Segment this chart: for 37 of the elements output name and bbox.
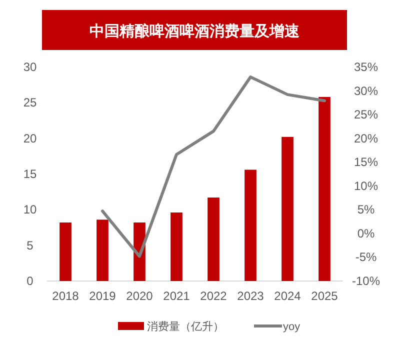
- y-tick-label: 25: [23, 96, 37, 110]
- y-tick-label: 5: [26, 238, 34, 252]
- x-tick-label: 2018: [52, 289, 80, 303]
- y-tick-label: 20: [23, 131, 37, 146]
- y2-tick-label: 0%: [357, 226, 375, 240]
- bar: [244, 170, 256, 281]
- x-tick-label: 2020: [126, 289, 154, 303]
- bar: [60, 222, 72, 281]
- x-tick-label: 2023: [237, 289, 264, 303]
- x-tick-label: 2019: [89, 289, 116, 303]
- chart-title: 中国精酿啤酒啤酒消费量及增速: [90, 23, 300, 40]
- bar: [318, 96, 330, 281]
- y2-tick-label: -10%: [352, 274, 380, 288]
- y-tick-label: 0: [26, 274, 34, 288]
- line-series: [101, 75, 326, 258]
- x-tick-label: 2025: [311, 289, 338, 303]
- y-tick-label: 15: [23, 167, 37, 181]
- y2-tick-label: 5%: [357, 202, 375, 217]
- y2-tick-label: 35%: [354, 60, 378, 74]
- x-tick-label: 2024: [274, 289, 302, 303]
- legend-label: 消费量（亿升）: [147, 320, 224, 333]
- y-tick-label: 10: [23, 202, 37, 217]
- y-tick-label: 30: [23, 60, 37, 74]
- bar: [170, 212, 182, 281]
- y2-tick-label: 20%: [354, 131, 378, 146]
- bar: [282, 136, 294, 281]
- legend-label: yoy: [283, 321, 301, 333]
- bar: [96, 220, 108, 281]
- x-tick-label: 2022: [200, 289, 228, 303]
- x-tick-label: 2021: [163, 289, 190, 303]
- y2-tick-label: 25%: [354, 108, 378, 122]
- y2-tick-label: -5%: [355, 250, 377, 264]
- y2-tick-label: 30%: [354, 84, 378, 98]
- y2-tick-label: 10%: [354, 178, 378, 193]
- y2-tick-label: 15%: [354, 155, 378, 170]
- bar: [208, 198, 220, 281]
- title: 中国精酿啤酒啤酒消费量及增速: [42, 10, 347, 50]
